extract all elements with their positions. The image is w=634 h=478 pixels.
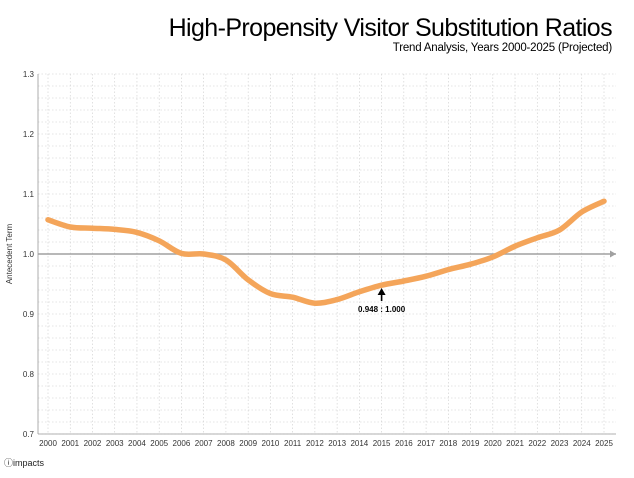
y-tick-label: 0.8 [23,370,35,379]
x-tick-label: 2003 [106,439,124,448]
x-tick-label: 2024 [573,439,591,448]
x-tick-label: 2004 [128,439,146,448]
y-tick-label: 1.2 [23,130,35,139]
x-tick-label: 2000 [39,439,57,448]
chart-subtitle: Trend Analysis, Years 2000-2025 (Project… [392,42,612,54]
logo-icon: ⓘ [4,458,14,468]
chart-title: High-Propensity Visitor Substitution Rat… [168,14,613,42]
y-tick-label: 1.3 [23,70,35,79]
x-tick-label: 2023 [551,439,569,448]
annotation-arrow-head [377,288,386,295]
x-tick-label: 2016 [395,439,413,448]
x-tick-label: 2021 [506,439,524,448]
x-tick-label: 2005 [150,439,168,448]
x-tick-label: 2019 [462,439,480,448]
y-tick-label: 1.0 [23,250,35,259]
impacts-logo: ⓘimpacts [4,456,44,469]
x-tick-label: 2012 [306,439,324,448]
y-tick-label: 0.9 [23,310,35,319]
series-line [45,198,607,306]
logo-text: impacts [13,458,45,468]
x-tick-label: 2007 [195,439,213,448]
x-tick-label: 2025 [595,439,613,448]
y-tick-label: 1.1 [23,190,35,199]
x-tick-label: 2015 [373,439,391,448]
y-tick-label: 0.7 [23,430,35,439]
x-tick-label: 2018 [439,439,457,448]
x-tick-label: 2008 [217,439,235,448]
x-tick-label: 2017 [417,439,435,448]
x-tick-label: 2001 [61,439,79,448]
x-tick-label: 2010 [262,439,280,448]
reference-arrowhead [610,250,616,258]
x-tick-label: 2002 [84,439,102,448]
x-tick-label: 2013 [328,439,346,448]
x-tick-label: 2011 [284,439,302,448]
y-axis-label: Antecedent Term [5,224,14,285]
x-tick-label: 2022 [528,439,546,448]
x-tick-label: 2020 [484,439,502,448]
x-tick-label: 2006 [173,439,191,448]
x-tick-label: 2014 [350,439,368,448]
annotation-label: 0.948 : 1.000 [358,305,406,314]
x-tick-label: 2009 [239,439,257,448]
